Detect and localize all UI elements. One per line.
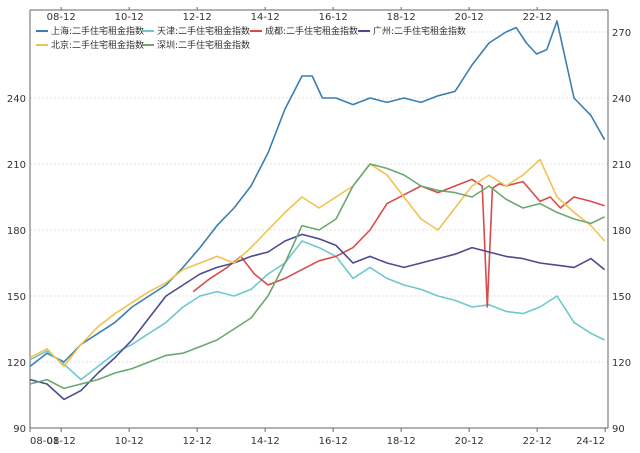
legend-item: 北京:二手住宅租金指数	[36, 39, 144, 51]
right-tick-label: 90	[612, 424, 625, 435]
bottom-tick-label: 22-12	[523, 436, 552, 447]
bottom-tick-label: 08-12	[47, 436, 76, 447]
right-tick-label: 270	[612, 28, 631, 39]
left-tick-label: 90	[13, 424, 26, 435]
top-tick-label: 16-12	[319, 12, 348, 23]
bottom-tick-label: 10-12	[115, 436, 144, 447]
left-tick-label: 150	[7, 292, 26, 303]
top-tick-label: 12-12	[183, 12, 212, 23]
left-tick-label: 180	[7, 226, 26, 237]
right-tick-label: 120	[612, 358, 631, 369]
axes	[29, 7, 609, 432]
top-tick-label: 08-12	[47, 12, 76, 23]
legend-label: 深圳:二手住宅租金指数	[157, 39, 250, 51]
legend-label: 上海:二手住宅租金指数	[51, 25, 144, 37]
legend-label: 成都:二手住宅租金指数	[265, 25, 358, 37]
right-tick-label: 210	[612, 160, 631, 171]
top-tick-label: 20-12	[455, 12, 484, 23]
legend-label: 北京:二手住宅租金指数	[51, 39, 144, 51]
bottom-tick-label: 14-12	[251, 436, 280, 447]
legend-item: 成都:二手住宅租金指数	[250, 25, 358, 37]
series-line-5	[29, 158, 606, 368]
left-tick-label: 120	[7, 358, 26, 369]
series-line-1	[29, 20, 606, 368]
right-tick-label: 180	[612, 226, 631, 237]
series-line-4	[29, 233, 606, 401]
right-tick-label: 240	[612, 94, 631, 105]
bottom-tick-label: 08-01	[30, 436, 59, 447]
top-tick-label: 18-12	[387, 12, 416, 23]
bottom-tick-label: 16-12	[319, 436, 348, 447]
series-line-6	[29, 163, 605, 390]
legend-item: 深圳:二手住宅租金指数	[142, 39, 250, 51]
bottom-tick-label: 20-12	[455, 436, 484, 447]
left-tick-label: 210	[7, 160, 26, 171]
bottom-tick-label: 12-12	[183, 436, 212, 447]
legend-label: 天津:二手住宅租金指数	[157, 25, 250, 37]
left-tick-label: 240	[7, 94, 26, 105]
legend-label: 广州:二手住宅租金指数	[373, 25, 466, 37]
legend-item: 广州:二手住宅租金指数	[358, 25, 466, 37]
series-line-2	[29, 240, 605, 381]
legend-item: 上海:二手住宅租金指数	[36, 25, 144, 37]
right-tick-label: 150	[612, 292, 631, 303]
grid-lines	[30, 31, 608, 429]
top-tick-label: 22-12	[523, 12, 552, 23]
bottom-tick-label: 24-12	[576, 436, 605, 447]
series-lines	[29, 20, 606, 401]
series-line-3	[192, 178, 605, 308]
bottom-tick-label: 18-12	[387, 436, 416, 447]
top-tick-label: 14-12	[251, 12, 280, 23]
legend: 上海:二手住宅租金指数 天津:二手住宅租金指数 成都:二手住宅租金指数 广州:二手住宅…	[36, 25, 466, 51]
top-tick-label: 10-12	[115, 12, 144, 23]
legend-item: 天津:二手住宅租金指数	[142, 25, 250, 37]
